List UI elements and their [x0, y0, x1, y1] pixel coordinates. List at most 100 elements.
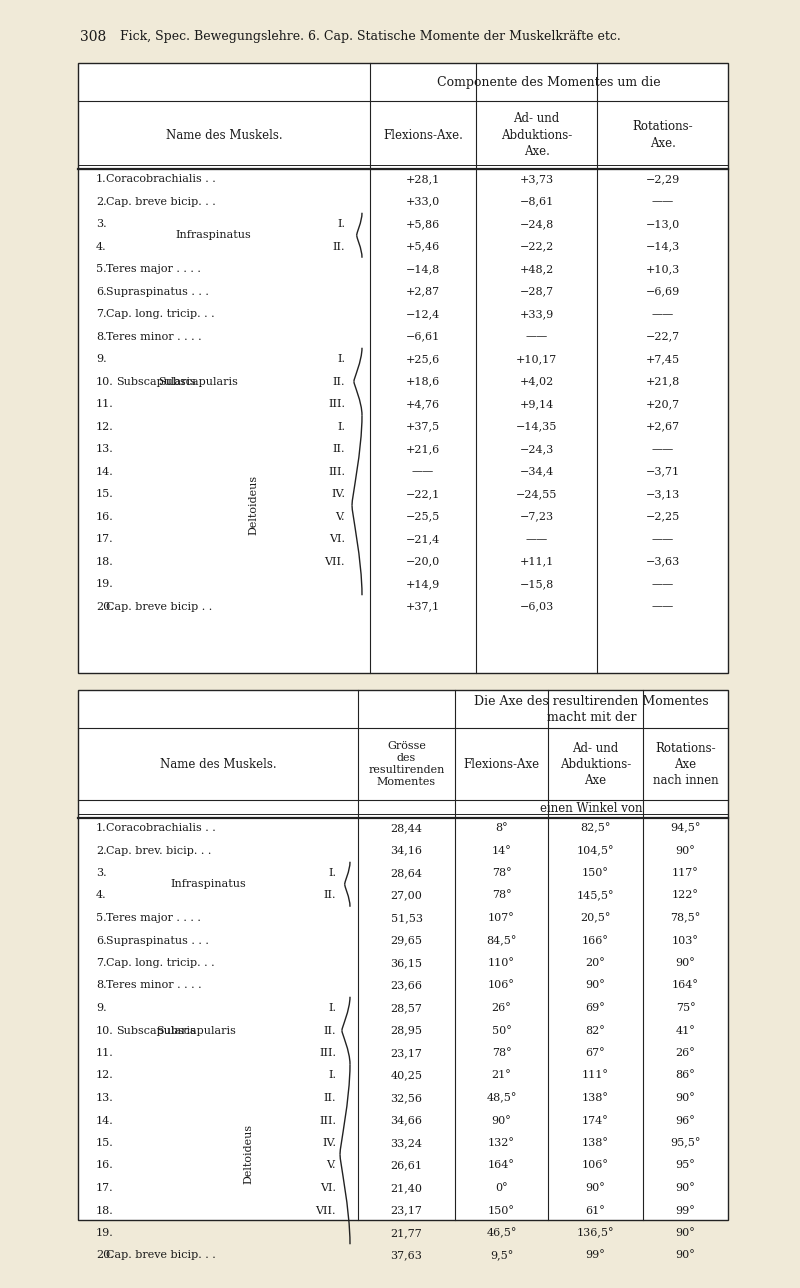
Text: 164°: 164°: [672, 980, 699, 990]
Text: 28,64: 28,64: [390, 868, 422, 878]
Text: 95°: 95°: [676, 1160, 695, 1171]
Text: +28,1: +28,1: [406, 174, 440, 184]
Text: 46,5°: 46,5°: [486, 1227, 517, 1238]
Text: 7.: 7.: [96, 309, 106, 319]
Text: −3,13: −3,13: [646, 489, 680, 498]
Text: 2.: 2.: [96, 845, 106, 855]
Text: 8°: 8°: [495, 823, 508, 833]
Text: 15.: 15.: [96, 489, 114, 498]
Text: +9,14: +9,14: [519, 399, 554, 410]
Text: 3.: 3.: [96, 219, 106, 229]
Text: I.: I.: [328, 1003, 336, 1012]
Text: 7.: 7.: [96, 958, 106, 969]
Text: 3.: 3.: [96, 868, 106, 878]
Text: +33,0: +33,0: [406, 197, 440, 206]
Text: Coracobrachialis . .: Coracobrachialis . .: [106, 174, 216, 184]
Text: 21°: 21°: [492, 1070, 511, 1081]
Text: II.: II.: [323, 1025, 336, 1036]
Text: 37,63: 37,63: [390, 1251, 422, 1261]
Text: 82°: 82°: [586, 1025, 606, 1036]
Text: 48,5°: 48,5°: [486, 1092, 517, 1104]
Text: −21,4: −21,4: [406, 535, 440, 544]
Text: +25,6: +25,6: [406, 354, 440, 365]
Text: II.: II.: [323, 890, 336, 900]
Text: +21,8: +21,8: [646, 376, 680, 386]
Text: 26°: 26°: [676, 1048, 695, 1057]
Text: 18.: 18.: [96, 1206, 114, 1216]
Text: −12,4: −12,4: [406, 309, 440, 319]
Text: ——: ——: [651, 197, 674, 206]
Text: Ad- und
Abduktions-
Axe.: Ad- und Abduktions- Axe.: [501, 112, 572, 158]
Text: −25,5: −25,5: [406, 511, 440, 522]
Text: −8,61: −8,61: [519, 197, 554, 206]
Text: Cap. long. tricip. . .: Cap. long. tricip. . .: [106, 958, 214, 969]
Text: ——: ——: [651, 535, 674, 544]
Text: 14°: 14°: [492, 845, 511, 855]
Text: 5.: 5.: [96, 264, 106, 274]
Text: Componente des Momentes um die: Componente des Momentes um die: [437, 76, 661, 89]
Text: ——: ——: [412, 466, 434, 477]
Text: −24,55: −24,55: [516, 489, 557, 498]
Text: 166°: 166°: [582, 935, 609, 945]
Text: 11.: 11.: [96, 399, 114, 410]
Text: 1.: 1.: [96, 823, 106, 833]
Text: 10.: 10.: [96, 1025, 114, 1036]
Text: 90°: 90°: [676, 1182, 695, 1193]
Text: 104,5°: 104,5°: [577, 845, 614, 855]
Text: 8.: 8.: [96, 331, 106, 341]
Text: 90°: 90°: [586, 980, 606, 990]
Text: +37,5: +37,5: [406, 421, 440, 431]
Text: II.: II.: [333, 376, 345, 386]
Text: 23,17: 23,17: [390, 1048, 422, 1057]
Text: 40,25: 40,25: [390, 1070, 422, 1081]
Text: 78,5°: 78,5°: [670, 913, 701, 923]
Text: 0°: 0°: [495, 1182, 508, 1193]
Text: 16.: 16.: [96, 511, 114, 522]
Text: 82,5°: 82,5°: [580, 823, 610, 833]
Text: 18.: 18.: [96, 556, 114, 567]
Text: +4,76: +4,76: [406, 399, 440, 410]
Text: 17.: 17.: [96, 1182, 114, 1193]
Text: 13.: 13.: [96, 1094, 114, 1103]
Text: Name des Muskels.: Name des Muskels.: [166, 129, 282, 142]
Text: 20.: 20.: [96, 601, 114, 612]
Text: 2.: 2.: [96, 197, 106, 206]
Text: 308: 308: [80, 30, 106, 44]
Text: I.: I.: [337, 354, 345, 365]
Text: III.: III.: [319, 1115, 336, 1126]
Text: 9.: 9.: [96, 1003, 106, 1012]
Text: Cap. brev. bicip. . .: Cap. brev. bicip. . .: [106, 845, 211, 855]
Text: +4,02: +4,02: [519, 376, 554, 386]
Text: 132°: 132°: [488, 1139, 515, 1148]
Text: Subscapularis: Subscapularis: [158, 376, 238, 386]
Text: IV.: IV.: [331, 489, 345, 498]
Text: +7,45: +7,45: [646, 354, 679, 365]
Text: Cap. breve bicip . .: Cap. breve bicip . .: [106, 601, 212, 612]
Text: −14,8: −14,8: [406, 264, 440, 274]
Text: 61°: 61°: [586, 1206, 606, 1216]
Text: 16.: 16.: [96, 1160, 114, 1171]
Text: II.: II.: [333, 242, 345, 251]
Text: 13.: 13.: [96, 444, 114, 453]
Text: ——: ——: [651, 444, 674, 453]
Text: 36,15: 36,15: [390, 958, 422, 969]
Text: 150°: 150°: [582, 868, 609, 878]
Text: Supraspinatus . . .: Supraspinatus . . .: [106, 935, 209, 945]
Text: −6,03: −6,03: [519, 601, 554, 612]
Text: 23,17: 23,17: [390, 1206, 422, 1216]
Text: II.: II.: [333, 444, 345, 453]
Text: 106°: 106°: [582, 1160, 609, 1171]
Text: 103°: 103°: [672, 935, 699, 945]
Text: Infraspinatus: Infraspinatus: [170, 880, 246, 889]
Text: Deltoideus: Deltoideus: [243, 1124, 253, 1184]
Text: 20.: 20.: [96, 1251, 114, 1261]
Text: I.: I.: [328, 1070, 336, 1081]
Text: 78°: 78°: [492, 890, 511, 900]
Text: 19.: 19.: [96, 1227, 114, 1238]
Text: Die Axe des resultirenden Momentes
macht mit der: Die Axe des resultirenden Momentes macht…: [474, 694, 709, 724]
Text: −3,63: −3,63: [646, 556, 680, 567]
Text: 11.: 11.: [96, 1048, 114, 1057]
Text: +33,9: +33,9: [519, 309, 554, 319]
Text: VII.: VII.: [315, 1206, 336, 1216]
Text: Fick, Spec. Bewegungslehre. 6. Cap. Statische Momente der Muskelkräfte etc.: Fick, Spec. Bewegungslehre. 6. Cap. Stat…: [120, 30, 621, 43]
